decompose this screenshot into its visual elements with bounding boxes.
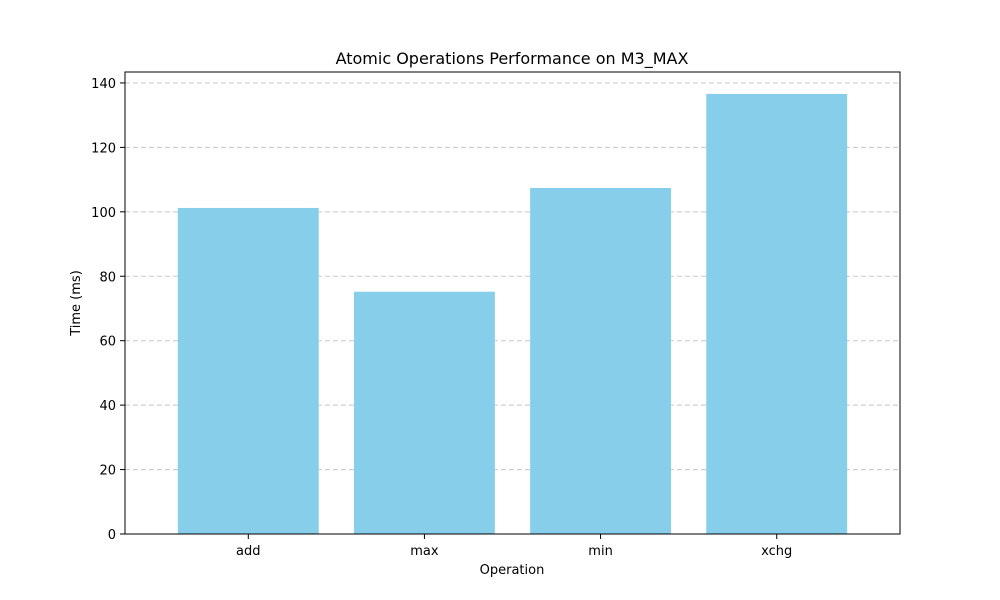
plot-frame <box>124 71 901 535</box>
x-tick-label: add <box>236 544 260 559</box>
y-axis-label: Time (ms) <box>69 270 84 337</box>
y-tick-label: 120 <box>91 141 116 156</box>
x-tick-label: min <box>588 544 613 559</box>
bar <box>530 187 672 534</box>
x-axis-label: Operation <box>480 563 545 578</box>
y-tick-label: 100 <box>91 206 116 221</box>
y-tick-label: 140 <box>91 77 116 92</box>
y-tick-label: 80 <box>99 270 116 285</box>
y-tick-label: 40 <box>99 399 116 414</box>
x-axis-ticks: add max min xchg <box>236 534 792 559</box>
x-tick-label: xchg <box>761 544 792 559</box>
bar <box>706 93 848 534</box>
y-tick-label: 0 <box>108 528 116 543</box>
y-tick-label: 60 <box>99 335 116 350</box>
bar <box>353 291 495 534</box>
bars <box>177 93 848 534</box>
y-axis-ticks: 0 20 40 60 80 100 120 140 <box>91 77 125 543</box>
y-tick-label: 20 <box>99 464 116 479</box>
x-tick-label: max <box>410 544 439 559</box>
bar <box>177 207 319 534</box>
chart-title: Atomic Operations Performance on M3_MAX <box>336 49 689 69</box>
